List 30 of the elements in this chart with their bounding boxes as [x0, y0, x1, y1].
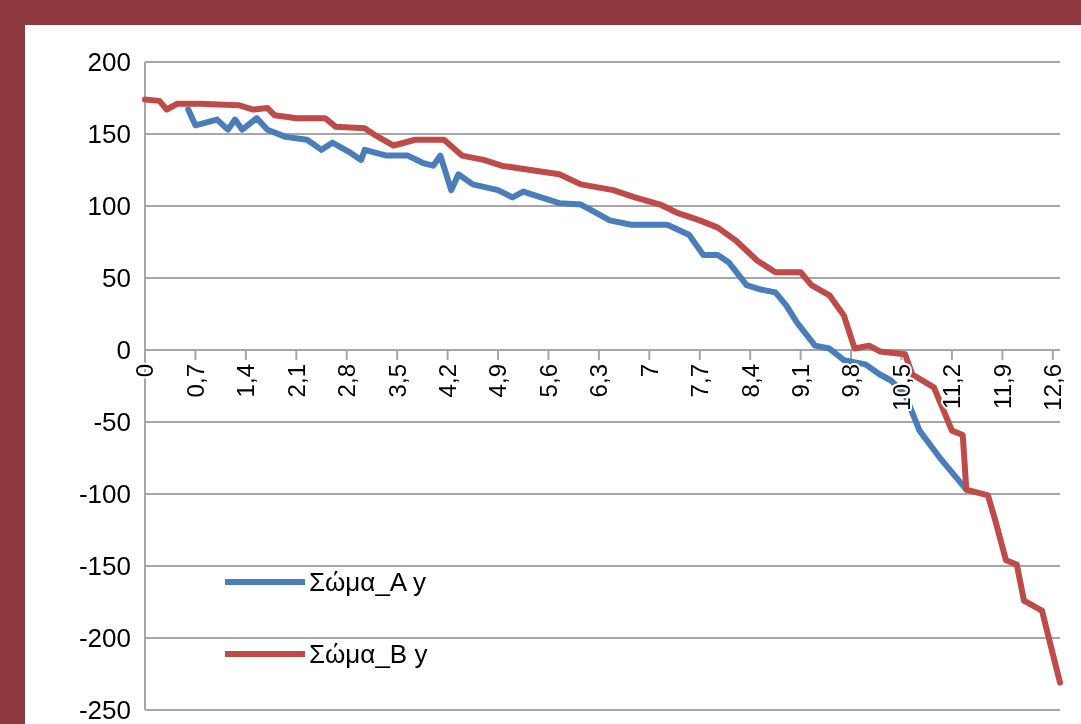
y-tick-label: -200 [78, 623, 131, 654]
x-tick-label: 12,6 [1039, 364, 1067, 411]
legend-label: Σώμα_B y [309, 639, 428, 670]
x-tick-label: 7 [635, 364, 663, 378]
x-tick-label: 2,1 [282, 364, 310, 398]
x-tick-label: 2,8 [333, 364, 361, 398]
y-tick-label: -150 [78, 551, 131, 582]
x-tick-label: 11,2 [938, 364, 966, 409]
x-tick-label: 6,3 [585, 364, 613, 398]
x-tick-label: 7,7 [686, 364, 714, 398]
x-tick-label: 0,7 [181, 364, 209, 398]
x-tick-label: 10,5 [887, 364, 915, 411]
y-tick-label: -100 [78, 479, 131, 510]
x-tick-label: 11,9 [988, 364, 1016, 409]
x-tick-label: 4,2 [434, 364, 461, 398]
x-tick-label: 4,9 [484, 364, 512, 398]
y-tick-label: 100 [87, 191, 131, 222]
y-tick-label: -50 [93, 407, 131, 438]
x-tick-label: 8,4 [736, 364, 764, 398]
y-tick-label: -250 [78, 695, 131, 724]
y-tick-label: 150 [87, 119, 131, 150]
x-tick-label: 5,6 [534, 364, 562, 398]
x-tick-label: 0 [131, 364, 159, 378]
y-tick-label: 200 [87, 47, 131, 78]
x-tick-label: 3,5 [383, 364, 411, 398]
x-tick-label: 1,4 [232, 364, 260, 398]
legend-label: Σώμα_A y [309, 567, 426, 598]
y-tick-label: 50 [102, 263, 131, 294]
x-tick-label: 9,1 [787, 364, 815, 398]
x-tick-label: 9,8 [837, 364, 865, 398]
